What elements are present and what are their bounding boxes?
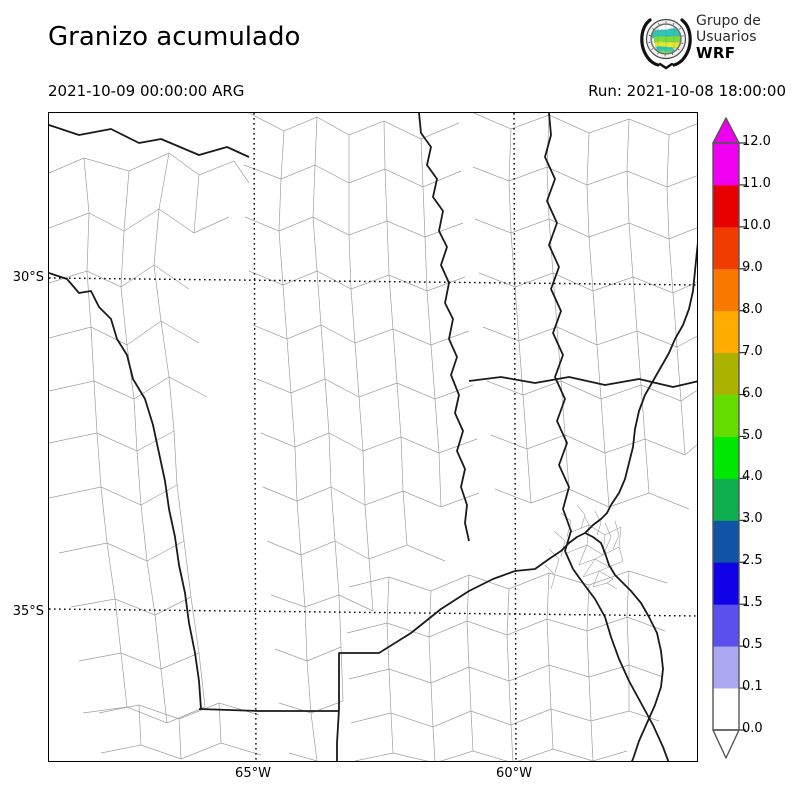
colorbar-tick-label: 8.0: [742, 301, 763, 317]
colorbar-segment: [713, 562, 739, 605]
colorbar-segment: [713, 478, 739, 521]
colorbar-segment: [713, 394, 739, 437]
brand-logo-text: Grupo de Usuarios WRF: [696, 13, 761, 61]
province-borders: [49, 113, 697, 761]
colorbar-tick-label: 0.1: [742, 679, 763, 695]
logo-line-3: WRF: [696, 44, 736, 62]
colorbar-tick-label: 11.0: [742, 175, 771, 191]
colorbar-segment: [713, 268, 739, 312]
colorbar-tick-label: 2.5: [742, 553, 763, 569]
colorbar-segment: [713, 520, 739, 563]
colorbar-scale: [712, 117, 746, 759]
colorbar-extend-over: [712, 117, 740, 144]
colorbar-tick-label: 9.0: [742, 259, 763, 275]
colorbar-segment: [713, 310, 739, 354]
axis-label-lon-65w: 65°W: [235, 766, 271, 781]
model-run-label: Run: 2021-10-08 18:00:00: [588, 82, 786, 100]
map-plot-area[interactable]: [48, 112, 698, 762]
colorbar-ticks: [739, 142, 746, 731]
logo-line-2: Usuarios: [696, 29, 757, 45]
colorbar-tick-label: 0.0: [742, 721, 763, 736]
colorbar-segment: [713, 143, 739, 186]
graticule-lon-60w: [513, 113, 517, 761]
colorbar-tick-label: 3.0: [742, 511, 763, 527]
colorbar-segment: [713, 604, 739, 647]
graticule: [49, 113, 697, 761]
axis-label-lon-60w: 60°W: [496, 766, 532, 781]
colorbar-segment: [713, 436, 739, 479]
page-title: Granizo acumulado: [48, 22, 301, 52]
graticule-lat-30s: [49, 277, 697, 286]
axis-label-lat-30s: 30°S: [12, 270, 44, 285]
colorbar-segment: [713, 688, 739, 731]
colorbar-segment: [713, 226, 739, 270]
colorbar-segment: [713, 646, 739, 689]
axis-label-lat-35s: 35°S: [12, 604, 44, 619]
colorbar-tick-label: 10.0: [742, 217, 771, 233]
brand-logo: Grupo de Usuarios WRF: [636, 10, 796, 72]
colorbar-tick-label: 7.0: [742, 343, 763, 359]
graticule-lat-35s: [49, 608, 697, 617]
colorbar-tick-label: 12.0: [742, 134, 771, 149]
logo-line-1: Grupo de: [696, 13, 761, 29]
department-borders: [49, 113, 697, 761]
colorbar-segment: [713, 352, 739, 395]
colorbar-segments: [712, 117, 740, 759]
colorbar-segment: [713, 184, 739, 228]
colorbar-tick-label: 6.0: [742, 385, 763, 401]
colorbar-tick-label: 1.5: [742, 595, 763, 611]
colorbar-tick-label: 5.0: [742, 427, 763, 443]
colorbar-tick-label: 4.0: [742, 469, 763, 485]
colorbar-extend-under: [712, 729, 740, 759]
globe-emblem-icon: [636, 10, 696, 70]
graticule-lon-65w: [253, 113, 257, 761]
map-canvas: [49, 113, 697, 761]
colorbar-tick-label: 0.5: [742, 637, 763, 653]
valid-time-label: 2021-10-09 00:00:00 ARG: [48, 82, 245, 100]
colorbar[interactable]: mm: [700, 112, 800, 772]
